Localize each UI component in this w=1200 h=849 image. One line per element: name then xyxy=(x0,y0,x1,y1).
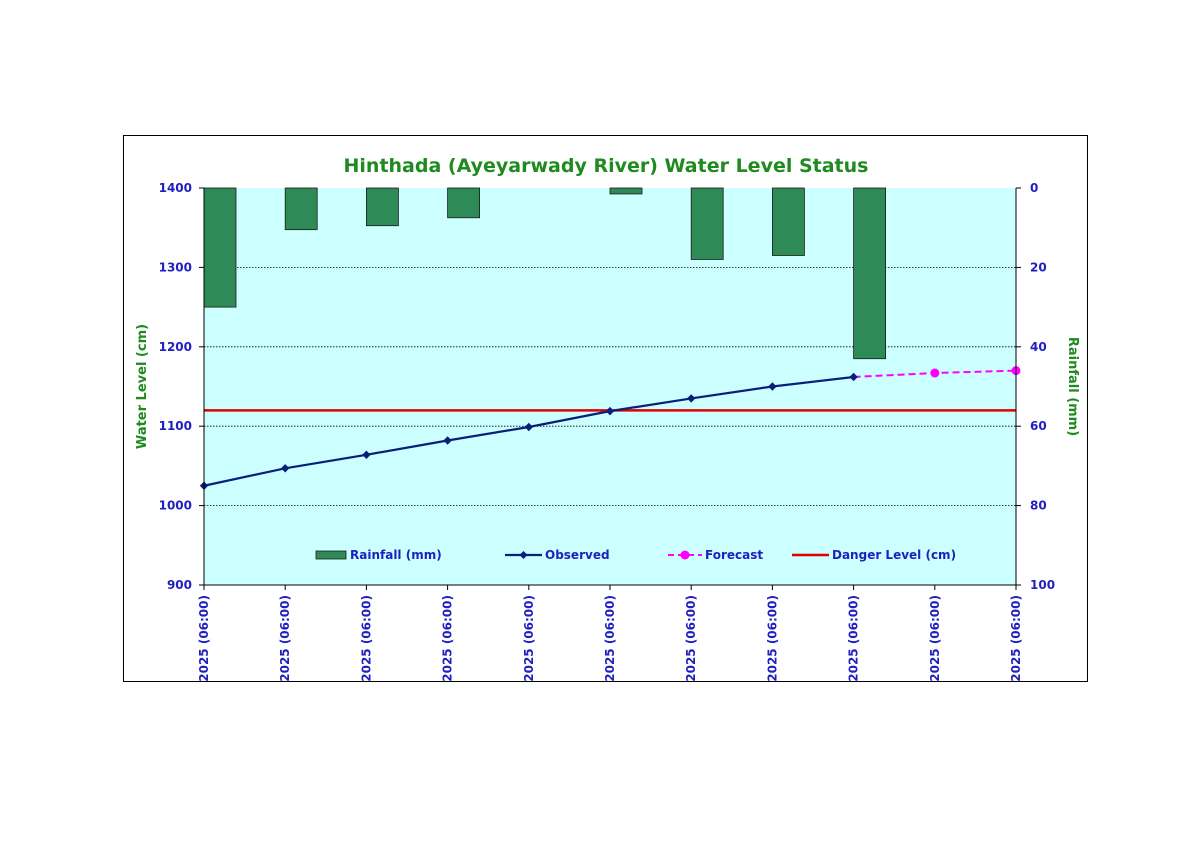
rainfall-bar xyxy=(853,187,886,360)
rainfall-bar xyxy=(690,187,724,260)
right-tick-label: 20 xyxy=(1030,260,1047,274)
chart-frame: 900 1000 1100 1200 1300 1400 0 20 40 60 80 100 9.7… xyxy=(123,135,1088,683)
x-tick-label: 12.7.2025 (06:00) xyxy=(441,595,455,683)
x-tick-label: 19.7.2025 (06:00) xyxy=(1009,595,1023,683)
rainfall-bar xyxy=(447,187,481,219)
legend-marker-observed xyxy=(519,551,528,559)
x-tick-label: 11.7.2025 (06:00) xyxy=(359,595,373,683)
left-axis-label: Water Level (cm) xyxy=(135,324,150,449)
left-tick-label: 1100 xyxy=(159,419,192,433)
legend-label: Danger Level (cm) xyxy=(832,548,956,562)
legend-label: Observed xyxy=(545,548,610,562)
chart-title: Hinthada (Ayeyarwady River) Water Level … xyxy=(344,155,869,177)
forecast-point xyxy=(930,368,940,378)
x-tick-label: 14.7.2025 (06:00) xyxy=(603,595,617,683)
right-axis-label: Rainfall (mm) xyxy=(1065,337,1080,436)
rainfall-bar xyxy=(284,187,318,231)
x-tick-label: 17.7.2025 (06:00) xyxy=(847,595,861,683)
rainfall-bar xyxy=(609,187,643,195)
gridlines xyxy=(204,266,1016,507)
observed-point xyxy=(281,464,290,473)
left-tick-label: 900 xyxy=(167,578,192,592)
left-axis-ticks: 900 1000 1100 1200 1300 1400 xyxy=(159,181,204,592)
right-axis-ticks: 0 20 40 60 80 100 xyxy=(1016,181,1055,592)
legend-label: Rainfall (mm) xyxy=(350,548,442,562)
legend-swatch-rainfall xyxy=(315,550,347,560)
combo-chart: 900 1000 1100 1200 1300 1400 0 20 40 60 80 100 9.7… xyxy=(135,155,1080,683)
observed-point xyxy=(362,450,371,459)
left-tick-label: 1300 xyxy=(159,260,192,274)
x-tick-label: 10.7.2025 (06:00) xyxy=(278,595,292,683)
right-tick-label: 40 xyxy=(1030,340,1047,354)
legend-label: Forecast xyxy=(705,548,763,562)
rainfall-bar xyxy=(772,187,805,256)
observed-point xyxy=(768,382,777,391)
observed-point xyxy=(849,372,858,382)
left-tick-label: 1200 xyxy=(159,340,192,354)
observed-point xyxy=(687,394,696,403)
legend-marker-forecast xyxy=(680,550,690,560)
left-tick-label: 1000 xyxy=(159,499,192,513)
rainfall-bar xyxy=(203,187,237,308)
x-axis-ticks: 9.7.2025 (06:00) 10.7.2025 (06:00) 11.7.20… xyxy=(197,585,1023,683)
x-tick-label: 18.7.2025 (06:00) xyxy=(928,595,942,683)
right-tick-label: 100 xyxy=(1030,578,1055,592)
observed-point xyxy=(605,406,615,416)
x-tick-label: 15.7.2025 (06:00) xyxy=(684,595,698,683)
right-tick-label: 0 xyxy=(1030,181,1038,195)
right-tick-label: 60 xyxy=(1030,419,1047,433)
legend: Rainfall (mm) Observed Forecast Danger Leve… xyxy=(315,548,956,562)
x-tick-label: 16.7.2025 (06:00) xyxy=(765,595,779,683)
x-tick-label: 13.7.2025 (06:00) xyxy=(522,595,536,683)
right-tick-label: 80 xyxy=(1030,499,1047,513)
x-tick-label: 9.7.2025 (06:00) xyxy=(197,595,211,683)
rainfall-bar xyxy=(365,187,399,227)
rainfall-bars xyxy=(203,187,886,360)
left-tick-label: 1400 xyxy=(159,181,192,195)
observed-point xyxy=(443,436,452,445)
plot-area xyxy=(204,188,1016,585)
